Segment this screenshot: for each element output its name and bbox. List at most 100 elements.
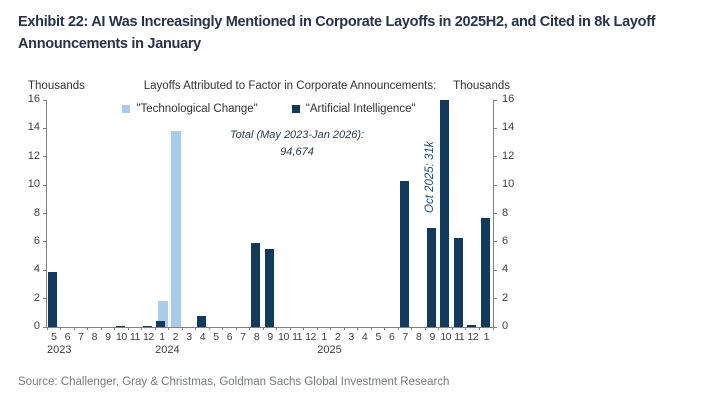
bar-artificial-intelligence bbox=[264, 249, 274, 327]
x-axis-tick bbox=[465, 327, 467, 330]
y-axis-label-left: 10 bbox=[27, 178, 40, 191]
x-axis-month-label: 7 bbox=[402, 331, 408, 343]
x-axis-year-label: 2024 bbox=[155, 344, 180, 356]
bar-artificial-intelligence bbox=[440, 100, 450, 327]
x-axis-tick bbox=[370, 327, 372, 330]
y-axis-label-left: 6 bbox=[33, 234, 40, 247]
y-axis-label-left: 14 bbox=[27, 121, 40, 134]
y-axis-tick-left bbox=[43, 184, 47, 186]
bar-artificial-intelligence bbox=[142, 326, 152, 327]
x-axis-tick bbox=[438, 327, 440, 330]
x-axis-month-label: 8 bbox=[253, 331, 260, 343]
x-axis-tick bbox=[181, 327, 183, 330]
x-axis-tick bbox=[249, 327, 251, 330]
x-axis-tick bbox=[357, 327, 359, 330]
y-axis-tick-left bbox=[43, 241, 47, 243]
x-axis-year-label: 2025 bbox=[317, 344, 342, 356]
bar-artificial-intelligence bbox=[453, 238, 463, 327]
x-axis-tick bbox=[451, 327, 453, 330]
x-axis-month-label: 2 bbox=[172, 331, 179, 343]
y-axis-tick-right bbox=[493, 184, 497, 186]
x-axis-month-label: 1 bbox=[159, 331, 165, 343]
x-axis-month-label: 9 bbox=[267, 331, 273, 343]
x-axis-month-label: 11 bbox=[454, 331, 465, 343]
total-annotation-line1: Total (May 2023-Jan 2026): bbox=[229, 129, 365, 141]
x-axis-tick bbox=[100, 327, 102, 330]
x-axis-tick bbox=[154, 327, 156, 330]
y-axis-label-right: 12 bbox=[502, 149, 515, 162]
bar-artificial-intelligence bbox=[426, 228, 436, 327]
x-axis-month-label: 11 bbox=[292, 331, 302, 343]
x-axis-tick bbox=[411, 327, 413, 330]
y-axis-tick-left bbox=[43, 298, 47, 300]
x-axis-month-label: 2 bbox=[334, 331, 341, 343]
source-note: Source: Challenger, Gray & Christmas, Go… bbox=[18, 376, 450, 388]
x-axis-month-label: 10 bbox=[278, 331, 289, 343]
chart-subtitle: Layoffs Attributed to Factor in Corporat… bbox=[143, 80, 437, 92]
legend: "Technological Change" "Artificial Intel… bbox=[66, 103, 472, 115]
y-axis-tick-right bbox=[493, 127, 497, 129]
y-axis-tick-left bbox=[43, 213, 47, 214]
plot-area: 0 0 2 2 4 4 6 6 8 8 10 10 12 12 14 14 16 16 5 6 7 8 9 10 11 12 1 2 3… bbox=[28, 93, 515, 356]
x-axis-tick bbox=[397, 327, 399, 330]
x-axis-tick bbox=[316, 327, 318, 330]
x-axis-month-label: 5 bbox=[375, 331, 381, 343]
bar-artificial-intelligence bbox=[399, 181, 409, 327]
y-axis-tick-right bbox=[493, 326, 497, 328]
bar-artificial-intelligence bbox=[48, 272, 58, 327]
x-axis-tick bbox=[73, 327, 75, 330]
x-axis-tick bbox=[424, 327, 426, 330]
y-axis-label-right: 14 bbox=[502, 121, 515, 134]
x-axis-month-label: 12 bbox=[467, 331, 479, 343]
y-axis-label-left: 0 bbox=[33, 320, 40, 332]
x-axis-month-label: 8 bbox=[91, 331, 98, 343]
y-axis-label-right: 4 bbox=[502, 263, 509, 276]
x-axis-month-label: 10 bbox=[440, 331, 452, 343]
x-axis-month-label: 1 bbox=[321, 331, 327, 343]
right-axis-unit-label: Thousands bbox=[453, 80, 510, 92]
y-axis-label-left: 12 bbox=[27, 149, 40, 162]
x-axis-tick bbox=[235, 327, 237, 330]
x-axis-year-label: 2023 bbox=[47, 344, 72, 356]
y-axis-label-left: 8 bbox=[33, 206, 40, 219]
x-axis-tick bbox=[60, 327, 61, 330]
bar-artificial-intelligence bbox=[250, 243, 260, 327]
y-axis-tick-right bbox=[493, 241, 497, 243]
legend-swatch-artificial-intelligence bbox=[291, 105, 300, 113]
y-axis-tick-right bbox=[493, 269, 497, 271]
x-axis-month-label: 4 bbox=[361, 331, 368, 343]
y-axis-tick-left bbox=[43, 326, 47, 328]
x-axis-month-label: 1 bbox=[483, 331, 490, 343]
y-axis-label-right: 10 bbox=[502, 178, 515, 191]
x-axis-month-label: 7 bbox=[240, 331, 246, 343]
x-axis-tick bbox=[276, 327, 278, 330]
x-axis-tick bbox=[114, 327, 116, 330]
y-axis-tick-right bbox=[493, 99, 497, 101]
bar-technological-change bbox=[171, 131, 182, 327]
x-axis-tick bbox=[330, 327, 332, 330]
y-axis-tick-right bbox=[493, 156, 497, 158]
x-axis-tick bbox=[222, 327, 224, 330]
y-axis-label-left: 4 bbox=[33, 263, 40, 276]
y-axis-label-right: 16 bbox=[502, 93, 515, 105]
y-axis-tick-left bbox=[43, 127, 47, 129]
x-axis-month-label: 6 bbox=[388, 331, 395, 343]
legend-swatch-technological-change bbox=[122, 105, 131, 113]
y-axis-tick-left bbox=[43, 99, 47, 101]
x-axis-tick bbox=[262, 327, 264, 330]
y-axis-label-right: 2 bbox=[502, 291, 509, 304]
x-axis-tick bbox=[343, 327, 345, 330]
x-axis-tick bbox=[289, 327, 291, 330]
x-axis-month-label: 5 bbox=[213, 331, 219, 343]
x-axis-month-label: 7 bbox=[78, 331, 84, 343]
bar-artificial-intelligence bbox=[467, 325, 477, 327]
x-axis-tick bbox=[384, 327, 386, 330]
x-axis-month-label: 4 bbox=[199, 331, 206, 343]
x-axis-month-label: 3 bbox=[348, 331, 354, 343]
y-axis-tick-right bbox=[493, 213, 497, 214]
x-axis-tick bbox=[208, 327, 210, 330]
x-axis-month-label: 6 bbox=[64, 331, 71, 343]
y-axis-label-right: 8 bbox=[502, 206, 509, 219]
x-axis-month-label: 11 bbox=[129, 331, 140, 343]
